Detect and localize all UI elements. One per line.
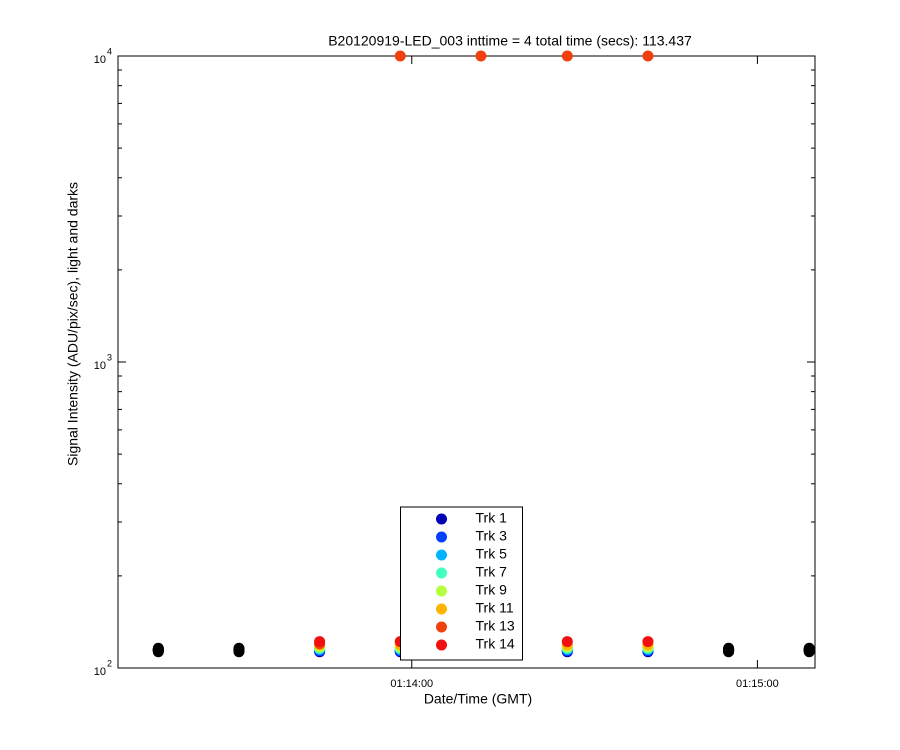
legend-marker: [436, 603, 447, 615]
y-axis-label: Signal Intensity (ADU/pix/sec), light an…: [65, 182, 81, 466]
legend-label: Trk 14: [476, 636, 515, 652]
point: [314, 636, 326, 648]
y-tick-label: 10: [94, 360, 106, 372]
x-axis-label: Date/Time (GMT): [424, 691, 532, 707]
point: [394, 50, 406, 62]
legend-label: Trk 13: [476, 618, 515, 634]
y-tick-exponent: 3: [107, 352, 112, 362]
point: [561, 636, 573, 648]
y-tick-exponent: 4: [107, 46, 112, 56]
legend-label: Trk 5: [476, 546, 508, 562]
legend-marker: [436, 621, 447, 633]
legend-marker: [436, 567, 447, 579]
dark-point: [233, 642, 245, 654]
legend-marker: [436, 549, 447, 561]
dark-point: [723, 642, 735, 654]
point: [642, 636, 654, 648]
legend-box: [400, 506, 523, 661]
legend-label: Trk 7: [476, 564, 508, 580]
point: [642, 50, 654, 62]
x-tick-label: 01:14:00: [390, 678, 433, 690]
legend-label: Trk 1: [476, 510, 508, 526]
y-tick-label: 10: [94, 54, 106, 66]
y-tick-label: 10: [94, 666, 106, 678]
legend-marker: [436, 531, 447, 543]
legend-label: Trk 3: [476, 528, 508, 544]
point: [475, 50, 487, 62]
legend-marker: [436, 639, 447, 651]
legend-marker: [436, 585, 447, 597]
dark-point: [152, 642, 164, 654]
y-tick-exponent: 2: [107, 658, 112, 668]
chart-title: B20120919-LED_003 inttime = 4 total time…: [328, 33, 692, 49]
legend-label: Trk 11: [476, 600, 514, 616]
x-tick-label: 01:15:00: [736, 678, 779, 690]
legend-label: Trk 9: [476, 582, 508, 598]
legend-marker: [436, 513, 447, 525]
dark-point: [803, 642, 815, 654]
point: [561, 50, 573, 62]
